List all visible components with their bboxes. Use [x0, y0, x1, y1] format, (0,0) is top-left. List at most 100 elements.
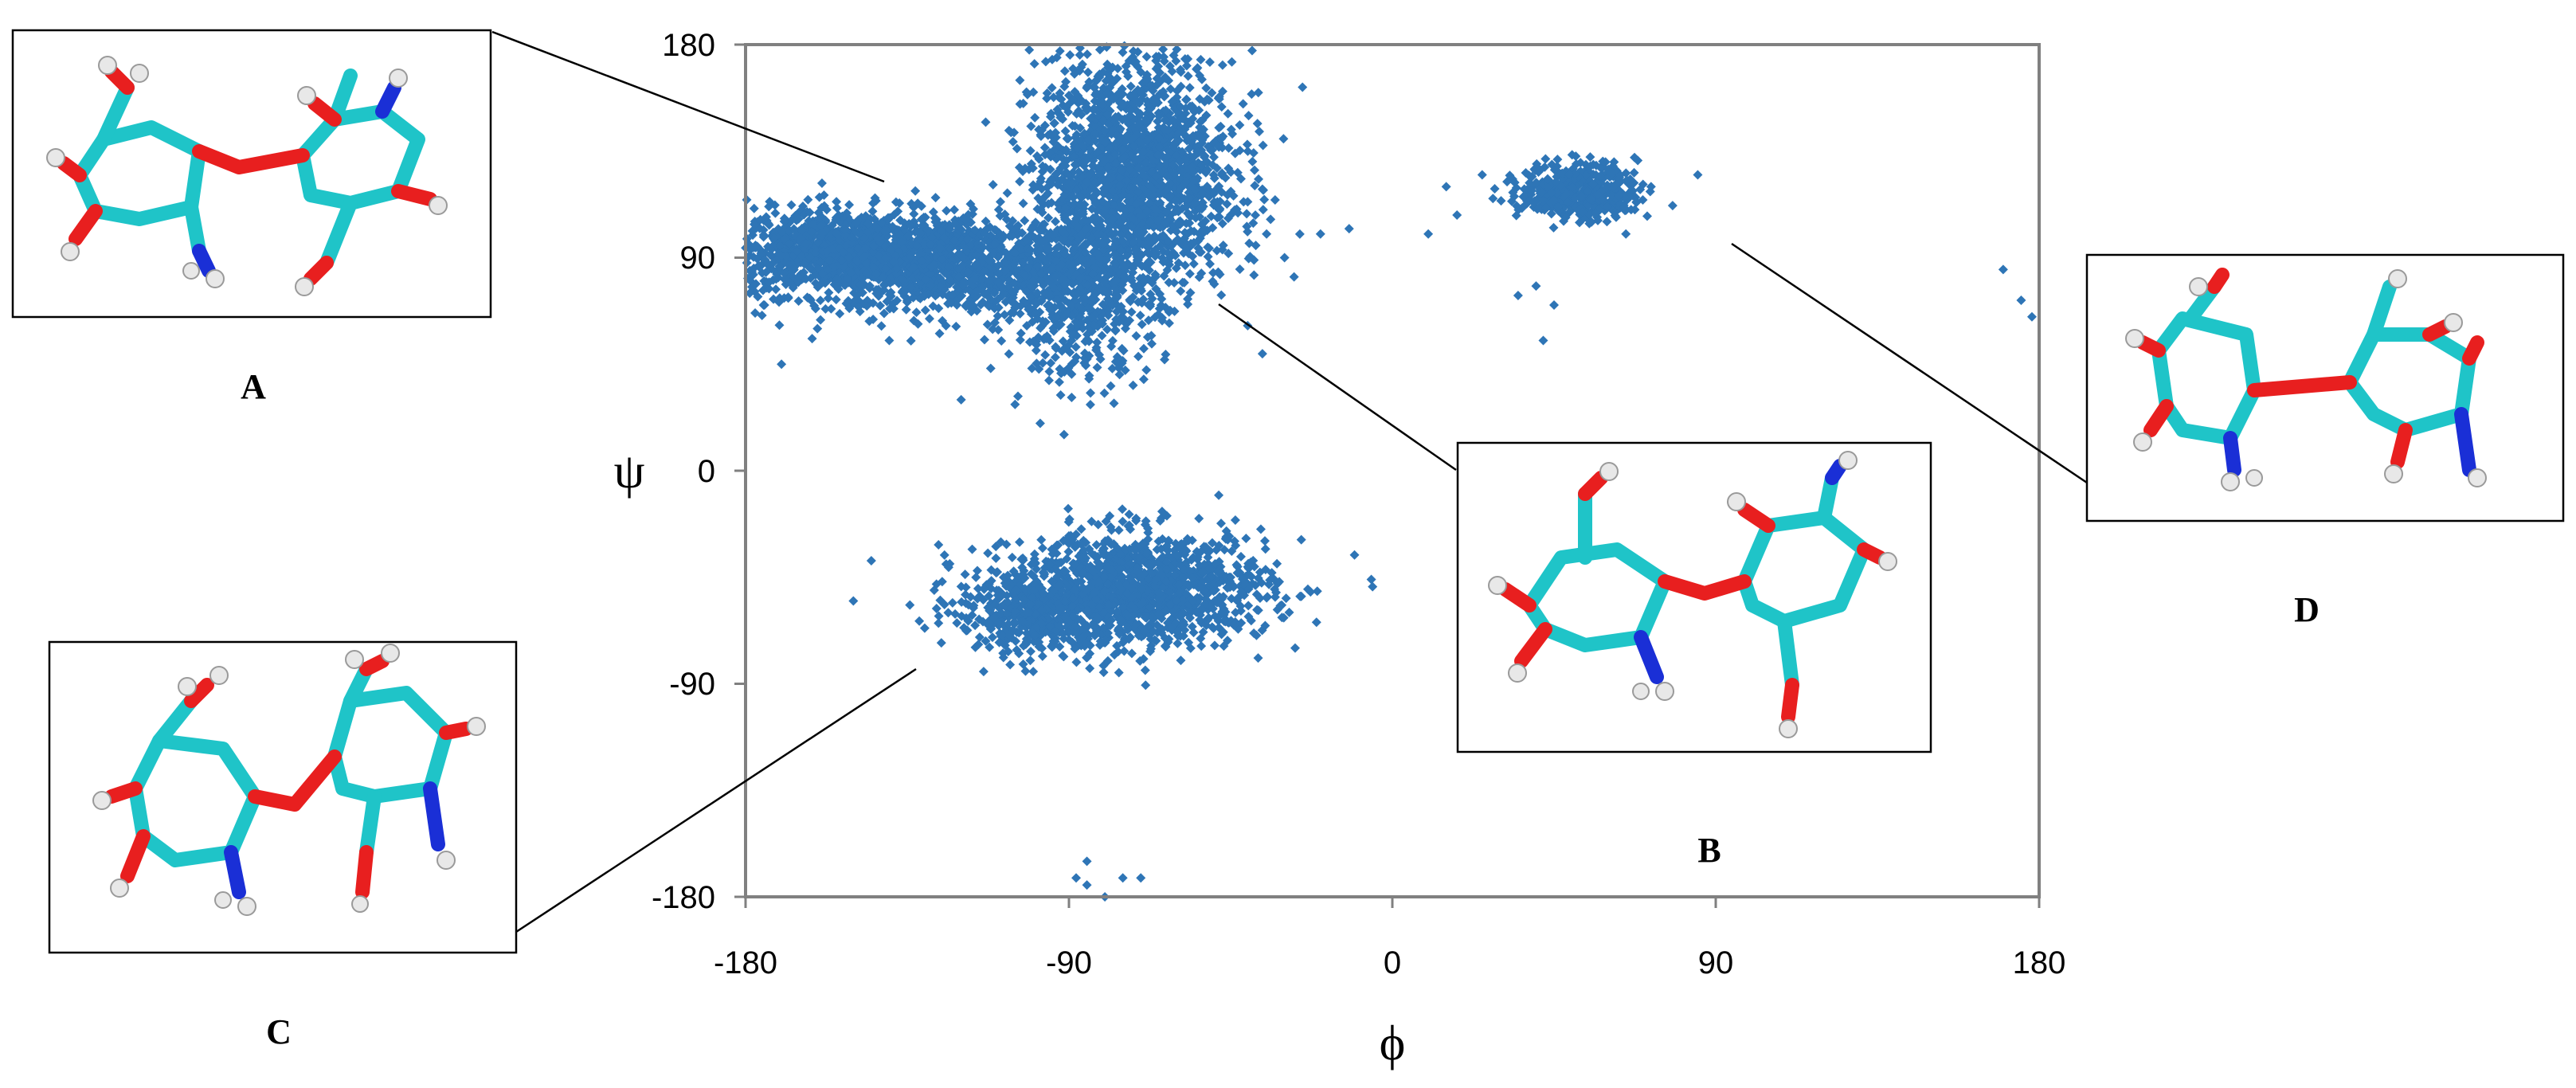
scatter-point	[779, 268, 789, 278]
scatter-point	[1253, 653, 1263, 663]
scatter-point	[1294, 229, 1305, 239]
scatter-point	[920, 305, 930, 315]
scatter-point	[774, 261, 785, 272]
scatter-point	[779, 216, 789, 226]
scatter-point	[1344, 224, 1354, 234]
scatter-point	[842, 208, 852, 218]
scatter-point	[1040, 350, 1051, 360]
scatter-point	[1126, 648, 1137, 659]
scatter-point	[1043, 375, 1054, 385]
scatter-point	[819, 201, 829, 211]
scatter-point	[1024, 45, 1035, 55]
scatter-point	[826, 303, 836, 314]
scatter-point	[1258, 205, 1268, 215]
scatter-point	[1184, 268, 1195, 279]
scatter-point	[807, 219, 817, 229]
scatter-point	[769, 227, 779, 237]
scatter-point	[805, 207, 815, 217]
scatter-point	[835, 308, 845, 319]
scatter-point	[1257, 349, 1267, 359]
scatter-point	[1203, 252, 1213, 262]
scatter-point	[1184, 83, 1195, 93]
scatter-point	[786, 200, 797, 210]
scatter-point	[1015, 75, 1025, 85]
scatter-point	[793, 272, 804, 282]
scatter-point	[750, 279, 761, 289]
scatter-point	[1204, 57, 1215, 68]
scatter-point	[749, 203, 759, 213]
scatter-point	[765, 197, 775, 207]
scatter-point	[1133, 351, 1144, 362]
scatter-point	[1141, 365, 1152, 375]
scatter-point	[1258, 140, 1268, 151]
scatter-point	[749, 219, 759, 229]
scatter-point	[1085, 663, 1095, 674]
scatter-point	[1036, 534, 1047, 545]
scatter-point	[985, 363, 996, 374]
scatter-point	[1255, 524, 1266, 534]
scatter-point	[799, 259, 809, 269]
scatter-point	[805, 264, 816, 274]
scatter-point	[1138, 343, 1149, 354]
scatter-point	[1205, 259, 1216, 269]
scatter-point	[1135, 311, 1145, 321]
scatter-point	[1251, 210, 1261, 221]
scatter-point	[1272, 558, 1282, 569]
scatter-point	[1055, 389, 1066, 400]
scatter-point	[909, 209, 919, 219]
scatter-point	[971, 572, 981, 582]
scatter-point	[1196, 641, 1207, 652]
scatter-point	[1252, 119, 1263, 129]
scatter-point	[1243, 601, 1254, 611]
scatter-point	[876, 321, 887, 331]
scatter-point	[1249, 165, 1259, 175]
scatter-point	[930, 213, 940, 223]
scatter-point	[803, 194, 813, 205]
scatter-point	[769, 294, 779, 304]
scatter-point	[1290, 643, 1300, 653]
scatter-point	[914, 227, 924, 237]
scatter-point	[875, 300, 886, 311]
scatter-point	[1062, 134, 1072, 144]
scatter-point	[1063, 503, 1074, 514]
scatter-point	[789, 263, 799, 273]
scatter-point	[1270, 195, 1280, 205]
scatter-point	[1266, 214, 1276, 225]
scatter-point	[1196, 54, 1206, 65]
scatter-point	[760, 255, 770, 265]
scatter-point	[867, 206, 878, 217]
scatter-point	[1368, 581, 1378, 592]
scatter-point	[930, 193, 941, 203]
scatter-point	[1118, 47, 1128, 57]
scatter-point	[745, 288, 755, 299]
scatter-point	[949, 205, 960, 215]
scatter-point	[924, 314, 934, 324]
scatter-point	[895, 198, 905, 208]
scatter-point	[1138, 374, 1149, 385]
scatter-point	[774, 320, 785, 331]
scatter-point	[816, 178, 827, 188]
scatter-point	[1015, 176, 1025, 186]
scatter-point	[797, 201, 808, 211]
scatter-point	[832, 203, 842, 213]
scatter-point	[769, 200, 780, 210]
scatter-point	[1247, 45, 1257, 56]
scatter-point	[1065, 49, 1075, 60]
scatter-point	[1018, 198, 1028, 209]
scatter-point	[1247, 89, 1257, 100]
scatter-point	[801, 239, 811, 249]
scatter-point	[1242, 139, 1252, 150]
scatter-point	[758, 285, 768, 295]
scatter-point	[807, 334, 817, 344]
scatter-point	[1025, 146, 1035, 156]
scatter-point	[1227, 57, 1237, 67]
scatter-point	[1002, 188, 1012, 198]
scatter-point	[906, 335, 916, 346]
scatter-point	[840, 280, 850, 291]
scatter-point	[753, 292, 763, 302]
scatter-point	[844, 200, 855, 210]
scatter-point	[801, 274, 811, 284]
scatter-point	[832, 278, 842, 288]
scatter-point	[1037, 543, 1047, 554]
scatter-point	[1217, 60, 1227, 70]
